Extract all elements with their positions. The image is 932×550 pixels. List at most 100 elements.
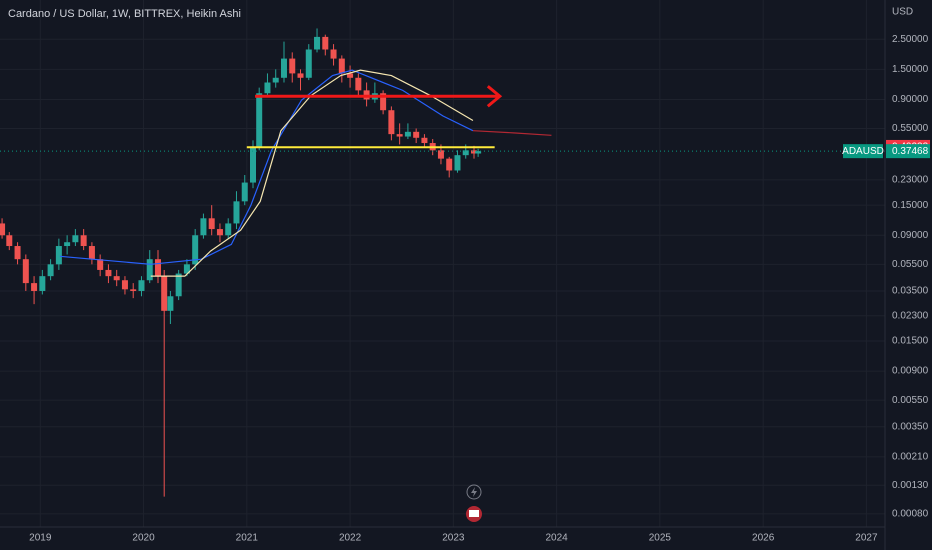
x-tick-label: 2022: [339, 533, 362, 544]
moving-average-line: [150, 69, 474, 277]
y-tick-label: 0.00550: [892, 395, 929, 406]
price-tag: [886, 144, 930, 159]
candle-body: [437, 150, 444, 159]
candle-body: [154, 259, 161, 277]
candle-body: [421, 137, 428, 144]
y-tick-label: 0.00210: [892, 452, 929, 463]
moving-average-line: [59, 69, 474, 265]
candle-body: [14, 246, 21, 260]
y-tick-label: 0.00130: [892, 480, 929, 491]
candle-body: [413, 131, 420, 138]
y-tick-label: 0.23000: [892, 175, 929, 186]
candle-body: [225, 223, 232, 236]
candle-body: [208, 218, 215, 230]
candle-body: [47, 264, 54, 277]
candle-body: [272, 77, 279, 83]
candle-body: [55, 246, 62, 265]
candle-body: [396, 134, 403, 137]
candle-body: [97, 259, 104, 270]
y-tick-label: 0.00900: [892, 366, 929, 377]
candle-body: [80, 235, 87, 247]
candle-body: [380, 93, 387, 111]
x-tick-label: 2024: [545, 533, 568, 544]
candle-body: [72, 235, 79, 243]
y-tick-label: 0.09000: [892, 230, 929, 241]
candle-body: [64, 242, 71, 247]
y-tick-label: 0.00350: [892, 421, 929, 432]
candle-body: [183, 264, 190, 274]
y-tick-label: 0.02300: [892, 310, 929, 321]
candle-body: [289, 58, 296, 74]
candle-body: [347, 73, 354, 78]
x-tick-label: 2027: [855, 533, 878, 544]
candle-body: [121, 280, 128, 290]
y-tick-label: 0.55000: [892, 123, 929, 134]
y-axis-label: USD: [892, 7, 913, 18]
candle-body: [105, 269, 112, 277]
candle-body: [470, 150, 477, 154]
candle-body: [330, 49, 337, 59]
candle-body: [297, 73, 304, 78]
candle-body: [241, 182, 248, 202]
x-tick-label: 2019: [29, 533, 52, 544]
candle-body: [233, 201, 240, 224]
flag-glyph: [469, 510, 479, 517]
candle-body: [305, 49, 312, 78]
event-icons: [466, 484, 482, 522]
arrow: [255, 85, 503, 108]
y-tick-label: 0.05500: [892, 259, 929, 270]
candle-body: [216, 229, 223, 236]
x-tick-label: 2020: [132, 533, 155, 544]
x-tick-label: 2021: [236, 533, 259, 544]
candle-body: [0, 223, 6, 236]
candle-body: [22, 259, 29, 284]
candle-body: [161, 276, 168, 311]
candle-body: [138, 280, 145, 291]
price-tag-label: 0.37468: [892, 146, 929, 157]
lightning-icon: [466, 484, 482, 500]
candle-body: [146, 259, 153, 281]
candle-body: [475, 151, 482, 154]
y-tick-label: 0.03500: [892, 286, 929, 297]
candle-body: [404, 131, 411, 137]
symbol-tag-label: ADAUSD: [842, 146, 884, 157]
symbol-tag: [843, 144, 883, 159]
candle-body: [462, 150, 469, 156]
candle-body: [88, 246, 95, 260]
candle-body: [264, 82, 271, 94]
candle-body: [338, 58, 345, 74]
moving-average-line: [472, 130, 552, 136]
x-tick-label: 2023: [442, 533, 465, 544]
candle-body: [446, 158, 453, 171]
candle-body: [388, 110, 395, 135]
y-tick-label: 0.00080: [892, 508, 929, 519]
y-tick-label: 2.50000: [892, 34, 929, 45]
candle-body: [175, 273, 182, 297]
candle-body: [192, 235, 199, 265]
y-tick-label: 1.50000: [892, 64, 929, 75]
chart-title: Cardano / US Dollar, 1W, BITTREX, Heikin…: [8, 8, 241, 20]
candle-body: [6, 235, 13, 247]
y-tick-label: 0.01500: [892, 336, 929, 347]
candle-body: [113, 276, 120, 281]
candle-body: [250, 147, 257, 183]
y-tick-label: 0.15000: [892, 200, 929, 211]
candle-body: [256, 93, 263, 148]
candle-body: [280, 58, 287, 78]
candle-body: [167, 296, 174, 311]
grid: [0, 0, 885, 527]
lightning-glyph: [471, 487, 477, 497]
candle-body: [355, 77, 362, 91]
candle-body: [322, 36, 329, 50]
candle-body: [130, 289, 137, 291]
candle-body: [39, 276, 46, 291]
candle-body: [31, 283, 38, 291]
x-tick-label: 2026: [752, 533, 775, 544]
x-tick-label: 2025: [649, 533, 672, 544]
candle-body: [200, 218, 207, 236]
marks: [0, 28, 885, 497]
y-tick-label: 0.90000: [892, 94, 929, 105]
candle-body: [454, 155, 461, 171]
